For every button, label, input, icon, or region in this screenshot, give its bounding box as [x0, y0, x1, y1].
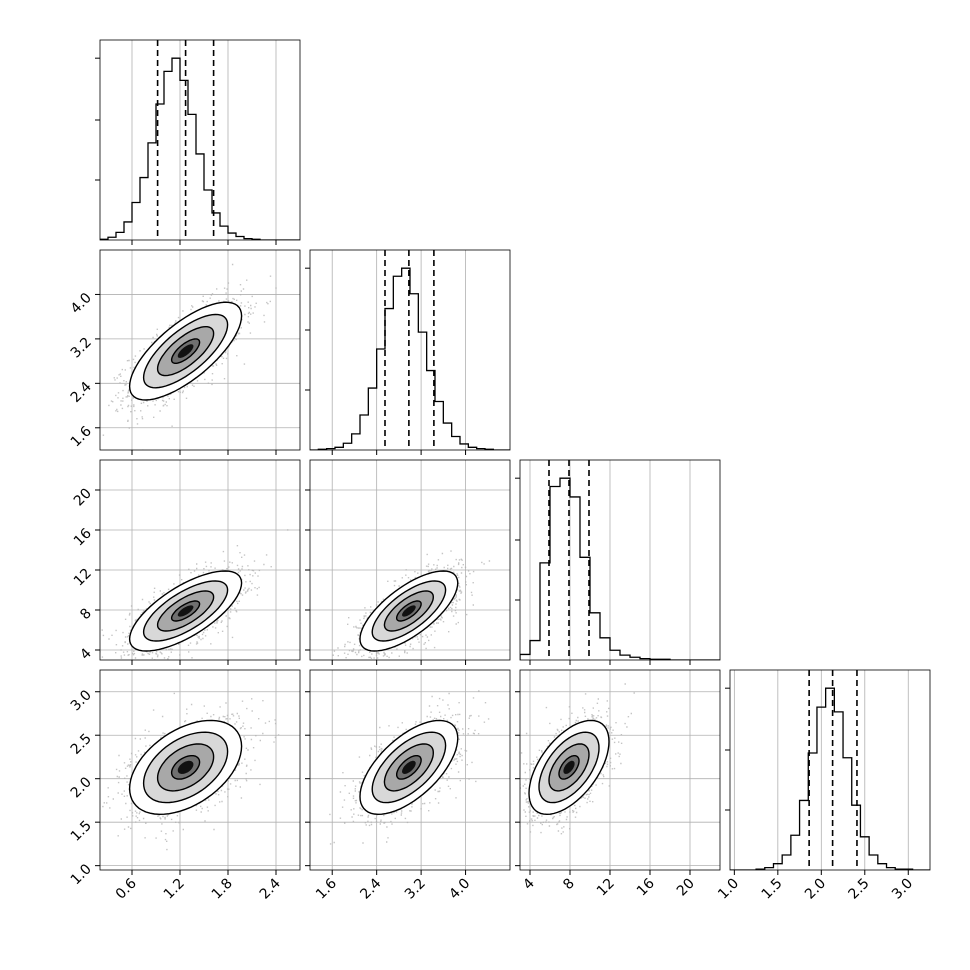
density-core [177, 344, 194, 358]
x-tick-label: 4 [520, 875, 538, 893]
contour-line [156, 326, 215, 377]
x-tick-label: 4.0 [446, 876, 473, 903]
y-tick-label: 2.5 [68, 731, 95, 758]
y-tick-label: 3.0 [68, 687, 95, 714]
x-tick-label: 3.0 [889, 876, 916, 903]
contour-line [128, 719, 243, 816]
y-tick-label: 4.0 [68, 290, 95, 317]
y-tick-label: 12 [71, 566, 95, 590]
contour-line [128, 570, 243, 652]
contour-line [170, 755, 201, 780]
contour-line [528, 719, 610, 816]
contour-line [548, 743, 590, 792]
density-core [177, 760, 194, 774]
panel-frame [99, 459, 301, 661]
scatter-panel-3-0 [100, 670, 300, 870]
contour-line [156, 743, 215, 792]
density-core [402, 760, 416, 774]
x-tick-label: 3.2 [402, 876, 429, 903]
panel-frame [309, 459, 511, 661]
histogram-step [100, 57, 300, 240]
y-tick-label: 2.4 [68, 379, 95, 406]
x-tick-label: 2.0 [802, 876, 829, 903]
scatter-panel-1-0 [100, 250, 300, 450]
y-tick-label: 2.0 [68, 774, 95, 801]
y-tick-label: 4 [77, 645, 95, 663]
contour-line [170, 338, 201, 364]
panel-frame [309, 249, 511, 451]
x-tick-label: 8 [560, 876, 578, 894]
contour-line [142, 731, 229, 804]
scatter-panel-2-0 [100, 460, 300, 660]
histogram-step [730, 687, 930, 870]
panel-frame [519, 459, 721, 661]
contour-line [383, 590, 435, 632]
y-tick-label: 8 [77, 606, 95, 624]
y-tick-label: 16 [71, 525, 95, 549]
panel-frame [99, 669, 301, 871]
y-tick-label: 1.6 [68, 423, 95, 450]
contour-line [371, 731, 447, 804]
panel-frame [99, 249, 301, 451]
density-core [402, 605, 416, 617]
y-tick-label: 1.0 [68, 861, 95, 888]
contour-line [371, 580, 447, 642]
panel-frame [729, 669, 931, 871]
y-tick-label: 3.2 [68, 334, 95, 361]
panel-frame [99, 39, 301, 241]
contour-line [156, 590, 215, 632]
x-tick-label: 1.5 [759, 876, 786, 903]
scatter-panel-3-2 [520, 670, 720, 870]
x-tick-label: 1.2 [161, 876, 188, 903]
histogram-panel-0 [100, 40, 300, 240]
scatter-panel-3-1 [310, 670, 510, 870]
contour-line [538, 731, 600, 804]
x-tick-label: 16 [634, 875, 658, 899]
y-tick-label: 20 [71, 486, 95, 510]
x-tick-label: 0.6 [113, 875, 140, 902]
x-tick-label: 1.0 [715, 876, 742, 903]
density-core [563, 760, 575, 774]
histogram-panel-3 [730, 670, 930, 870]
x-tick-label: 2.5 [846, 876, 873, 903]
contour-line [128, 301, 243, 401]
contour-line [396, 755, 422, 780]
x-tick-label: 20 [674, 876, 698, 900]
contour-line [558, 755, 580, 780]
x-tick-label: 1.8 [209, 876, 236, 903]
density-core [177, 605, 194, 617]
y-tick-label: 1.5 [68, 818, 95, 845]
x-tick-label: 2.4 [357, 875, 384, 902]
contour-line [359, 719, 459, 816]
x-tick-label: 12 [594, 876, 618, 900]
contour-line [396, 600, 422, 622]
panel-frame [519, 669, 721, 871]
histogram-panel-2 [520, 460, 720, 660]
histogram-panel-1 [310, 250, 510, 450]
panel-frame [309, 669, 511, 871]
contour-line [142, 580, 229, 642]
x-tick-label: 1.6 [313, 875, 340, 902]
contour-line [142, 313, 229, 389]
scatter-panel-2-1 [310, 460, 510, 660]
contour-line [170, 600, 201, 622]
x-tick-label: 2.4 [257, 875, 284, 902]
histogram-step [310, 267, 510, 450]
contour-line [383, 743, 435, 792]
contour-line [359, 570, 459, 652]
